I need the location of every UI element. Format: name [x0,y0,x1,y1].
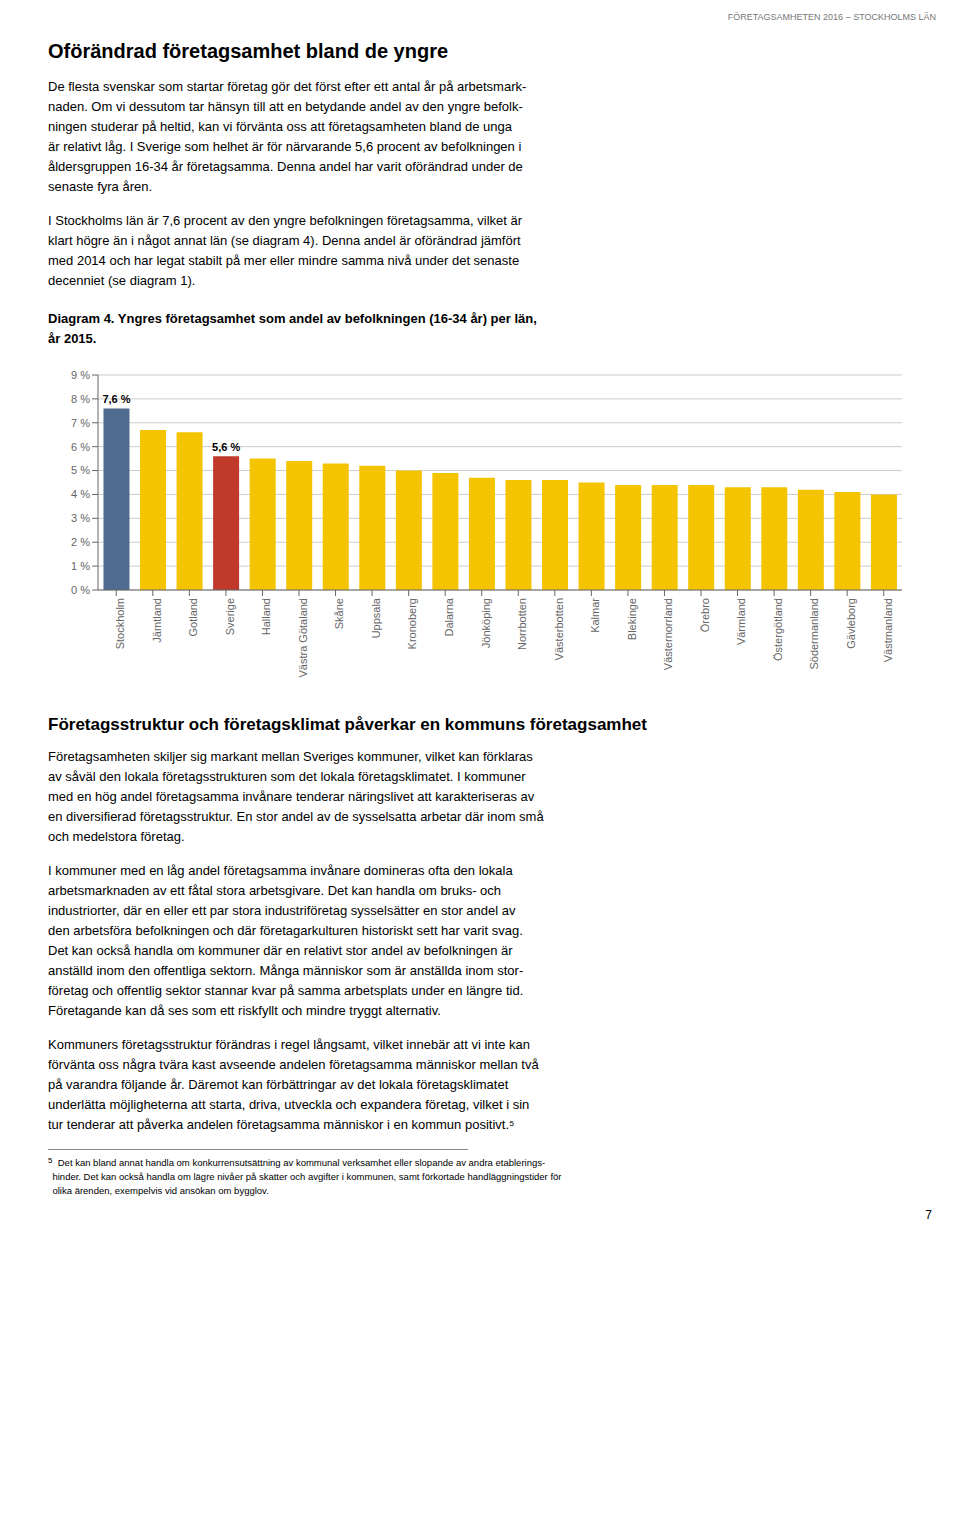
html-text:Kommuners företagsstruktur för: Kommuners företagsstruktur förändras i r… [48,1037,539,1132]
svg-text:Kronoberg: Kronoberg [406,598,418,649]
svg-text:5,6 %: 5,6 % [212,441,240,453]
svg-text:Västmanland: Västmanland [882,598,894,662]
svg-text:2 %: 2 % [71,536,90,548]
svg-text:3 %: 3 % [71,512,90,524]
html-text:Oförändrad företagsamhet bland: Oförändrad företagsamhet bland de yngre [48,40,449,62]
html-text:FÖRETAGSAMHETEN 2016 – STOCKHO: FÖRETAGSAMHETEN 2016 – STOCKHOLMS LÄN [727,12,936,22]
svg-text:Västernorrland: Västernorrland [662,598,674,670]
svg-text:Gävleborg: Gävleborg [845,598,857,649]
html-text:Företagsamheten skiljer sig ma: Företagsamheten skiljer sig markant mell… [48,749,544,844]
svg-text:Jämtland: Jämtland [151,598,163,643]
svg-text:Dalarna: Dalarna [443,597,455,636]
html-text:Företagsstruktur och företagsk: Företagsstruktur och företagsklimat påve… [48,715,647,734]
svg-text:9 %: 9 % [71,369,90,381]
svg-text:Västra Götaland: Västra Götaland [297,598,309,678]
html-text:Diagram 4. Yngres företagsamhe: Diagram 4. Yngres företagsamhet som ande… [48,311,537,346]
svg-text:Örebro: Örebro [699,598,711,632]
html-text:5Det kan bland annat handla om: 5Det kan bland annat handla om konkurren… [48,1156,562,1196]
svg-text:Östergötland: Östergötland [772,598,784,661]
html-text:I Stockholms län är 7,6 procen: I Stockholms län är 7,6 procent av den y… [48,213,522,288]
svg-text:Sverige: Sverige [224,598,236,635]
svg-text:Kalmar: Kalmar [589,598,601,633]
svg-text:Västerbotten: Västerbotten [553,598,565,660]
svg-text:Halland: Halland [260,598,272,635]
svg-text:Stockholm: Stockholm [114,598,126,649]
svg-text:8 %: 8 % [71,393,90,405]
svg-text:5 %: 5 % [71,464,90,476]
html-text:I kommuner med en låg andel fö: I kommuner med en låg andel företagsamma… [48,863,524,1018]
svg-text:Uppsala: Uppsala [370,597,382,638]
svg-text:Norrbotten: Norrbotten [516,598,528,650]
svg-text:Södermanland: Södermanland [808,598,820,670]
html-text:De flesta svenskar som startar: De flesta svenskar som startar företag g… [48,79,527,194]
svg-text:0 %: 0 % [71,584,90,596]
html-text:7: 7 [925,1208,932,1222]
svg-text:Värmland: Värmland [735,598,747,645]
svg-text:6 %: 6 % [71,441,90,453]
svg-text:4 %: 4 % [71,488,90,500]
svg-text:7,6 %: 7,6 % [102,393,130,405]
svg-text:7 %: 7 % [71,417,90,429]
svg-text:Skåne: Skåne [333,598,345,629]
svg-text:Blekinge: Blekinge [626,598,638,640]
svg-text:Jönköping: Jönköping [480,598,492,648]
svg-text:Gotland: Gotland [187,598,199,637]
svg-text:1 %: 1 % [71,560,90,572]
